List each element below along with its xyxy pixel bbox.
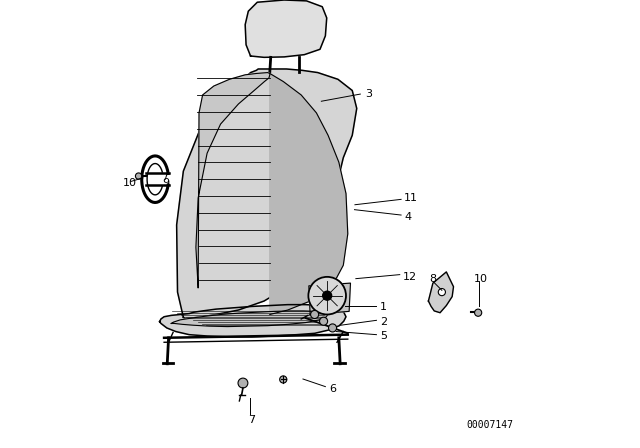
Text: 3: 3 xyxy=(365,89,372,99)
Text: 10: 10 xyxy=(123,178,137,188)
Circle shape xyxy=(328,324,337,332)
Text: 9: 9 xyxy=(163,178,170,188)
Text: 10: 10 xyxy=(474,274,488,284)
Text: 00007147: 00007147 xyxy=(467,420,514,430)
Text: 8: 8 xyxy=(429,274,436,284)
Text: 7: 7 xyxy=(248,415,255,425)
Text: 12: 12 xyxy=(403,272,417,282)
Polygon shape xyxy=(172,311,328,327)
Circle shape xyxy=(475,309,482,316)
Circle shape xyxy=(136,173,141,179)
Text: 4: 4 xyxy=(404,212,412,222)
Circle shape xyxy=(310,310,319,319)
Circle shape xyxy=(308,277,346,314)
Text: 5: 5 xyxy=(380,331,387,341)
Text: 6: 6 xyxy=(329,384,336,394)
Polygon shape xyxy=(270,73,348,314)
Text: 1: 1 xyxy=(380,302,387,312)
Circle shape xyxy=(323,291,332,300)
Circle shape xyxy=(238,378,248,388)
Circle shape xyxy=(280,376,287,383)
Circle shape xyxy=(319,317,328,325)
Polygon shape xyxy=(428,272,454,313)
Polygon shape xyxy=(159,305,346,337)
Polygon shape xyxy=(196,73,270,288)
Text: 11: 11 xyxy=(404,193,418,203)
Polygon shape xyxy=(177,69,356,319)
Polygon shape xyxy=(309,283,351,314)
Circle shape xyxy=(438,289,445,296)
Polygon shape xyxy=(245,0,327,57)
Text: 2: 2 xyxy=(380,317,387,327)
